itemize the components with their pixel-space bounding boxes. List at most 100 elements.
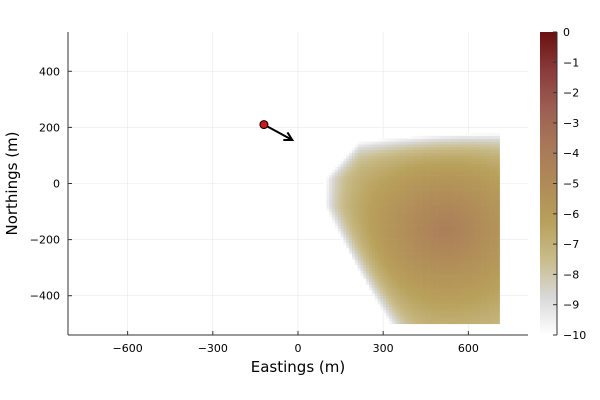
heatmap-cell bbox=[414, 180, 418, 184]
heatmap-cell bbox=[471, 200, 475, 204]
heatmap-cell bbox=[451, 276, 455, 280]
heatmap-cell bbox=[332, 211, 336, 215]
heatmap-cell bbox=[403, 250, 407, 254]
heatmap-cell bbox=[439, 158, 444, 162]
heatmap-cell bbox=[346, 194, 350, 198]
heatmap-cell bbox=[420, 301, 424, 305]
heatmap-cell bbox=[496, 304, 500, 308]
heatmap-cell bbox=[479, 186, 483, 190]
x-tick-label: 0 bbox=[295, 342, 302, 355]
heatmap-cell bbox=[340, 158, 344, 162]
heatmap-cell bbox=[403, 236, 407, 240]
heatmap-cell bbox=[420, 155, 424, 159]
heatmap-cell bbox=[434, 304, 438, 308]
heatmap-cell bbox=[457, 318, 461, 322]
heatmap-cell bbox=[380, 183, 384, 187]
heatmap-cell bbox=[403, 315, 407, 319]
heatmap-cell bbox=[462, 189, 466, 193]
heatmap-cell bbox=[377, 276, 381, 280]
heatmap-cell bbox=[493, 278, 498, 282]
heatmap-cell bbox=[431, 225, 435, 229]
heatmap-cell bbox=[422, 163, 427, 167]
heatmap-cell bbox=[394, 175, 398, 179]
heatmap-cell bbox=[394, 191, 398, 196]
heatmap-cell bbox=[462, 152, 466, 156]
heatmap-cell bbox=[482, 197, 486, 201]
heatmap-cell bbox=[349, 217, 353, 221]
heatmap-cell bbox=[428, 144, 432, 148]
heatmap-cell bbox=[434, 163, 438, 167]
heatmap-cell bbox=[408, 191, 412, 196]
heatmap-cell bbox=[422, 273, 427, 277]
heatmap-cell bbox=[377, 169, 381, 173]
heatmap-cell bbox=[431, 169, 435, 173]
heatmap-cell bbox=[334, 214, 339, 218]
heatmap-cell bbox=[493, 191, 498, 196]
heatmap-cell bbox=[360, 253, 364, 257]
heatmap-cell bbox=[431, 312, 435, 316]
heatmap-cell bbox=[351, 144, 356, 148]
heatmap-cell bbox=[468, 217, 472, 221]
heatmap-cell bbox=[488, 259, 492, 263]
heatmap-cell bbox=[445, 189, 449, 193]
heatmap-cell bbox=[377, 138, 381, 142]
heatmap-cell bbox=[405, 194, 410, 198]
heatmap-cell bbox=[496, 138, 500, 142]
heatmap-cell bbox=[383, 169, 387, 173]
heatmap-cell bbox=[493, 152, 498, 156]
heatmap-cell bbox=[397, 211, 401, 215]
heatmap-cell bbox=[420, 189, 424, 193]
heatmap-cell bbox=[425, 259, 429, 263]
heatmap-cell bbox=[374, 217, 378, 221]
heatmap-cell bbox=[408, 267, 412, 271]
heatmap-cell bbox=[408, 276, 412, 280]
heatmap-cell bbox=[457, 290, 461, 294]
heatmap-cell bbox=[471, 172, 475, 176]
heatmap-cell bbox=[422, 166, 427, 170]
heatmap-cell bbox=[340, 214, 344, 218]
heatmap-cell bbox=[482, 186, 486, 190]
heatmap-cell bbox=[386, 205, 390, 210]
heatmap-cell bbox=[391, 217, 395, 221]
heatmap-cell bbox=[465, 239, 469, 243]
heatmap-cell bbox=[482, 298, 486, 302]
heatmap-cell bbox=[405, 253, 410, 257]
heatmap-cell bbox=[340, 194, 344, 198]
heatmap-cell bbox=[417, 309, 421, 313]
heatmap-cell bbox=[411, 304, 415, 308]
heatmap-cell bbox=[493, 270, 498, 274]
heatmap-field bbox=[323, 133, 500, 325]
heatmap-cell bbox=[386, 304, 390, 308]
heatmap-cell bbox=[394, 245, 398, 249]
heatmap-cell bbox=[425, 273, 429, 277]
heatmap-cell bbox=[411, 298, 415, 302]
heatmap-cell bbox=[386, 298, 390, 302]
heatmap-cell bbox=[357, 166, 361, 170]
heatmap-cell bbox=[465, 169, 469, 173]
heatmap-cell bbox=[437, 315, 441, 319]
heatmap-cell bbox=[451, 273, 455, 277]
heatmap-cell bbox=[357, 197, 361, 201]
heatmap-cell bbox=[459, 267, 463, 271]
heatmap-cell bbox=[474, 155, 478, 159]
heatmap-cell bbox=[425, 152, 429, 156]
heatmap-cell bbox=[388, 239, 393, 243]
heatmap-cell bbox=[380, 270, 384, 274]
heatmap-cell bbox=[471, 231, 475, 235]
heatmap-cell bbox=[437, 158, 441, 162]
heatmap-cell bbox=[357, 245, 361, 249]
heatmap-cell bbox=[422, 219, 427, 224]
heatmap-cell bbox=[403, 290, 407, 294]
heatmap-cell bbox=[476, 292, 481, 297]
heatmap-cell bbox=[343, 177, 347, 181]
heatmap-cell bbox=[445, 304, 449, 308]
heatmap-cell bbox=[371, 191, 375, 196]
heatmap-cell bbox=[439, 234, 444, 238]
heatmap-cell bbox=[451, 191, 455, 196]
heatmap-cell bbox=[491, 287, 495, 291]
heatmap-cell bbox=[493, 147, 498, 151]
heatmap-cell bbox=[340, 163, 344, 167]
heatmap-cell bbox=[391, 290, 395, 294]
heatmap-cell bbox=[491, 197, 495, 201]
heatmap-cell bbox=[403, 287, 407, 291]
